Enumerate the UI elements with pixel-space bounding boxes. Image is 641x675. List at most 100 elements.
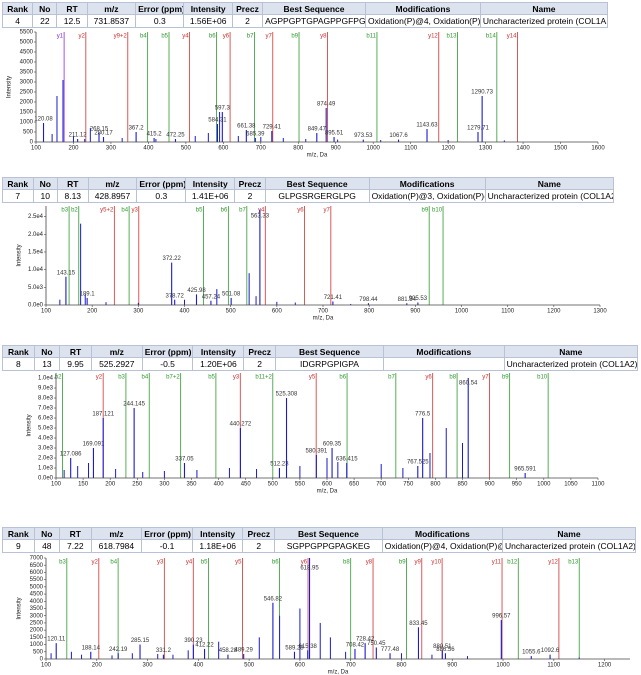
x-tick-label: 900 <box>485 482 496 488</box>
ion-label: y10 <box>431 560 441 566</box>
y-tick-label: 2500 <box>20 90 34 96</box>
peak-label: 378.72 <box>165 293 184 299</box>
x-tick-label: 400 <box>143 146 154 152</box>
peak-label: 881.54 <box>398 297 417 303</box>
x-tick-label: 100 <box>41 309 52 315</box>
peak-label: 767.525 <box>407 460 429 466</box>
ion-label: b13 <box>446 34 457 40</box>
peak-label: 458.28 <box>219 648 238 654</box>
x-tick-label: 1300 <box>593 309 607 315</box>
x-axis-title: m/z, Da <box>307 153 328 159</box>
column-header: RT <box>56 2 88 15</box>
ion-label: y6 <box>301 560 308 566</box>
ion-label: b10 <box>432 208 443 214</box>
x-tick-label: 300 <box>159 482 170 488</box>
ion-label: b8 <box>449 375 456 381</box>
y-tick-label: 1000 <box>20 120 34 126</box>
peak-label: 390.23 <box>184 638 203 644</box>
table-cell: Oxidation(P)@4, Oxidation(P)@13 <box>364 14 481 28</box>
ion-label: y3 <box>233 375 240 381</box>
peak-label: 169.091 <box>83 442 105 448</box>
ion-label: b7+2 <box>166 375 180 381</box>
table-cell: 9.95 <box>59 357 92 371</box>
x-tick-label: 250 <box>132 482 143 488</box>
table-cell: 731.8537 <box>86 14 137 28</box>
table-cell: GLPGSRGERGLPG <box>264 189 370 203</box>
ion-label: y8 <box>320 34 327 40</box>
table-cell: 1.20E+06 <box>192 357 245 371</box>
column-header: Rank <box>2 527 35 540</box>
table-cell: Uncharacterized protein (COL1A1) <box>479 14 609 28</box>
peak-label: 120.11 <box>47 637 66 643</box>
peak-label: 525.308 <box>276 392 298 398</box>
ion-label: y14 <box>507 34 517 40</box>
peak-label: 244.145 <box>123 402 145 408</box>
table-cell: 0.3 <box>135 14 185 28</box>
table-cell: 7 <box>2 189 34 203</box>
peak-label: 1067.6 <box>389 133 408 139</box>
x-tick-label: 100 <box>31 146 42 152</box>
ion-label: y7 <box>265 34 272 40</box>
table-cell: 8.13 <box>56 189 89 203</box>
column-header: Error (ppm) <box>141 345 194 358</box>
ion-label: b6 <box>339 375 346 381</box>
table-cell: Oxidation(P)@4, Oxidation(P)@7 <box>381 539 504 553</box>
y-tick-label: 4.0e3 <box>38 436 54 442</box>
x-tick-label: 1100 <box>501 309 515 315</box>
peak-label: 874.49 <box>317 102 336 108</box>
table-cell: Uncharacterized protein (COL1A2) <box>502 539 636 553</box>
peak-label: 1279.71 <box>467 126 489 132</box>
column-header: m/z <box>90 527 143 540</box>
column-header: Intensity <box>192 345 245 358</box>
ion-label: y12 <box>548 560 558 566</box>
y-tick-label: 0.0e0 <box>38 476 54 482</box>
y-tick-label: 3500 <box>30 606 44 612</box>
column-header: RT <box>56 177 89 190</box>
ion-label: b7 <box>247 34 254 40</box>
ion-label: y4 <box>182 34 189 40</box>
y-tick-label: 2500 <box>30 621 44 627</box>
ion-label: y4 <box>258 208 265 214</box>
peak-label: 849.47 <box>308 127 327 133</box>
x-tick-label: 900 <box>410 309 421 315</box>
x-tick-label: 550 <box>295 482 306 488</box>
ion-label: y2 <box>78 34 85 40</box>
x-tick-label: 500 <box>244 663 255 669</box>
table-cell: Uncharacterized protein (COL1A2) <box>503 357 639 371</box>
ion-label: y9+2 <box>114 34 128 40</box>
x-tick-label: 500 <box>226 309 237 315</box>
y-tick-label: 5000 <box>20 40 34 46</box>
column-header: m/z <box>90 345 143 358</box>
column-header: Modifications <box>381 527 504 540</box>
peak-label: 597.3 <box>215 106 231 112</box>
y-tick-label: 1000 <box>30 642 44 648</box>
column-header: Intensity <box>191 527 244 540</box>
column-header: Rank <box>2 345 35 358</box>
x-tick-label: 1000 <box>537 482 551 488</box>
peak-label: 729.41 <box>263 125 282 131</box>
ion-label: y1 <box>57 34 64 40</box>
table-cell: 2 <box>234 189 266 203</box>
result-table: Rank No RT m/z Error (ppm) Intensity Precz Best… <box>2 177 615 203</box>
table-cell: AGPPGPTGPAGPPGFPG <box>262 14 366 28</box>
y-tick-label: 2.0e3 <box>38 456 54 462</box>
x-tick-label: 200 <box>92 663 103 669</box>
ion-label: b9 <box>291 34 298 40</box>
y-tick-label: 0 <box>30 140 34 146</box>
ion-label: b5 <box>161 34 168 40</box>
x-tick-label: 1000 <box>367 146 381 152</box>
x-axis-title: m/z, Da <box>313 316 334 322</box>
peak-label: 268.15 <box>90 127 109 133</box>
ion-label: b4 <box>121 208 128 214</box>
ion-label: y5 <box>309 375 316 381</box>
column-header: Name <box>503 345 639 358</box>
x-tick-label: 600 <box>322 482 333 488</box>
ion-label: y5+2 <box>100 208 114 214</box>
x-tick-label: 450 <box>241 482 252 488</box>
peak-label: 285.15 <box>131 638 150 644</box>
peak-label: 721.41 <box>324 295 343 301</box>
y-tick-label: 1.0e4 <box>38 376 54 382</box>
table-cell: 13 <box>33 357 61 371</box>
